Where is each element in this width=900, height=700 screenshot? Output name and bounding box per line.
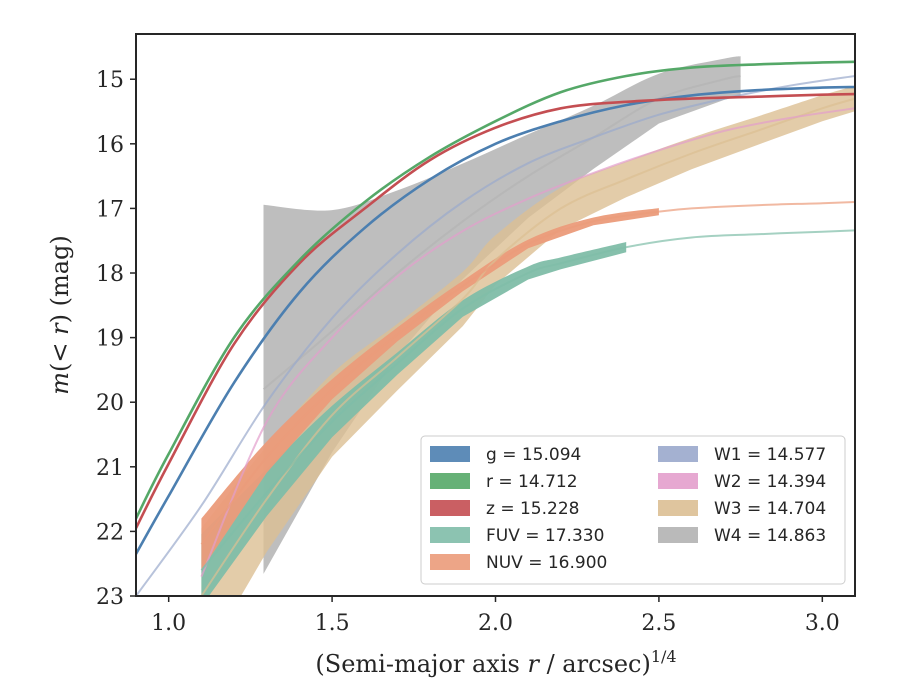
legend-label-w2: W2 = 14.394 [714,472,826,492]
legend-label-w1: W1 = 14.577 [714,445,826,465]
legend-label-w4: W4 = 14.863 [714,526,826,546]
legend-label-nuv: NUV = 16.900 [486,553,607,573]
series-lines [136,60,855,596]
legend-label-z: z = 15.228 [486,499,579,519]
y-tick-label: 21 [96,456,124,481]
legend-swatch-z [430,500,470,516]
y-tick-label: 17 [96,197,124,222]
legend-swatch-fuv [430,527,470,543]
legend-label-w3: W3 = 14.704 [714,499,826,519]
series-line-g [136,85,855,555]
series-line-r [136,60,855,520]
y-tick-label: 20 [96,391,124,416]
series-line-nuv [200,201,855,545]
x-tick-label: 1.0 [151,611,186,636]
y-tick-label: 22 [96,520,124,545]
legend-swatch-w1 [658,446,698,462]
legend-swatch-r [430,473,470,489]
x-tick-label: 2.0 [478,611,513,636]
series-line-fuv [200,229,855,571]
legend-swatch-w4 [658,527,698,543]
x-tick-label: 3.0 [805,611,840,636]
series-line-w2 [200,107,855,577]
legend-label-fuv: FUV = 17.330 [486,526,604,546]
w3-uncertainty-band [201,86,855,596]
legend: g = 15.094 r = 14.712 z = 15.228 FUV = 17.3… [420,435,846,585]
y-axis-label: m(< r) (mag) [46,235,74,395]
legend-swatch-w2 [658,473,698,489]
legend-swatch-g [430,446,470,462]
series-line-w3 [200,97,855,596]
legend-label-g: g = 15.094 [486,445,581,465]
x-tick-label: 1.5 [315,611,350,636]
y-tick-label: 15 [96,68,124,93]
x-tick-label: 2.5 [641,611,676,636]
legend-box [420,435,846,585]
y-axis: 15 16 17 18 19 20 21 22 23 [96,68,136,610]
x-axis-label: (Semi-major axis r / arcsec)1/4 [315,647,676,678]
y-tick-label: 18 [96,262,124,287]
legend-swatch-w3 [658,500,698,516]
legend-label-r: r = 14.712 [486,472,578,492]
series-line-z [136,92,855,529]
y-tick-label: 23 [96,585,124,610]
uncertainty-bands [201,56,855,596]
legend-swatch-nuv [430,554,470,570]
series-line-w4 [262,75,741,391]
w4-uncertainty-band [263,56,741,574]
x-axis: 1.0 1.5 2.0 2.5 3.0 [151,596,840,636]
y-tick-label: 16 [96,133,124,158]
y-tick-label: 19 [96,327,124,352]
